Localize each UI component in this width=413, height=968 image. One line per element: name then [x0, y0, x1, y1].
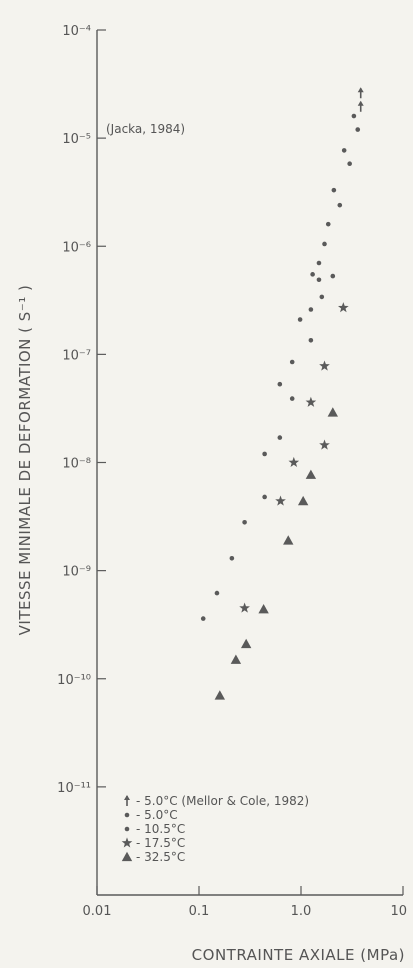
legend-marker [124, 826, 130, 832]
y-tick-label: 10⁻¹⁰ [57, 673, 91, 688]
data-point-dot [322, 241, 327, 247]
legend-marker [124, 812, 130, 818]
data-point-dot [277, 381, 283, 387]
data-point-triangle [305, 469, 317, 479]
y-tick-label: 10⁻⁷ [62, 348, 91, 363]
y-tick-label: 10⁻⁴ [62, 24, 91, 39]
data-point-dot [331, 187, 337, 193]
data-point-dot [229, 556, 235, 561]
data-point-dot [341, 148, 347, 153]
legend-label: - 32.5°C [136, 850, 185, 864]
data-point-dot [355, 127, 361, 132]
y-tick-label: 10⁻⁵ [62, 132, 91, 147]
data-point-dot [325, 221, 331, 227]
data-point-dot [214, 590, 220, 596]
data-point-dagger [357, 87, 364, 99]
y-tick-label: 10⁻⁹ [62, 565, 91, 580]
data-point-dot [289, 359, 295, 365]
data-point-dot [242, 519, 247, 525]
annotation-jacka: (Jacka, 1984) [106, 122, 185, 136]
data-point-triangle [327, 407, 338, 417]
data-point-star [305, 396, 317, 407]
data-point-dot [262, 494, 267, 500]
axes [96, 30, 403, 896]
data-point-dot [308, 307, 314, 312]
data-point-star [319, 360, 330, 371]
data-point-dot [262, 451, 267, 457]
data-point-triangle [214, 690, 226, 700]
ticks: 10⁻⁴ 10⁻⁵ 10⁻⁶ 10⁻⁷ 10⁻⁸ 10⁻⁹ 10⁻¹⁰ 10⁻¹¹ 0.01 0.… [57, 24, 407, 919]
data-point-dot [347, 161, 352, 167]
x-tick-label: 10 [390, 904, 407, 919]
data-point-dot [310, 272, 315, 277]
legend-label: - 5.0°C [136, 808, 178, 822]
legend-label: - 5.0°C (Mellor & Cole, 1982) [136, 794, 309, 808]
legend-marker [124, 795, 130, 806]
data-points [200, 87, 364, 700]
data-point-star [239, 602, 250, 613]
data-point-star [338, 302, 349, 313]
y-axis-title: VITESSE MINIMALE DE DEFORMATION ( S⁻¹ ) [16, 285, 34, 636]
x-tick-label: 0.01 [83, 904, 112, 919]
data-point-dot [277, 435, 283, 440]
y-tick-label: 10⁻⁶ [62, 240, 91, 255]
data-point-triangle [230, 654, 242, 664]
y-tick-label: 10⁻¹¹ [57, 781, 91, 796]
data-point-triangle [297, 495, 309, 506]
legend-label: - 10.5°C [136, 822, 185, 836]
legend: - 5.0°C (Mellor & Cole, 1982)- 5.0°C- 10… [121, 794, 309, 864]
data-point-dot [330, 273, 336, 279]
data-point-dot [319, 294, 325, 300]
data-point-triangle [258, 603, 269, 614]
data-point-dot [316, 277, 322, 283]
data-point-star [288, 456, 300, 468]
data-point-dot [289, 396, 295, 401]
data-point-dot [297, 317, 303, 322]
legend-marker [121, 837, 133, 848]
legend-label: - 17.5°C [136, 836, 185, 850]
data-point-dot [316, 260, 322, 266]
x-tick-label: 0.1 [189, 904, 210, 919]
legend-marker [121, 851, 133, 862]
data-point-dot [308, 337, 314, 343]
y-tick-label: 10⁻⁸ [62, 457, 91, 472]
data-point-dagger [357, 100, 364, 112]
data-point-triangle [240, 638, 252, 649]
data-point-star [319, 439, 330, 450]
data-point-dot [200, 616, 206, 621]
x-tick-label: 1.0 [291, 904, 312, 919]
data-point-dot [351, 113, 357, 119]
data-point-dot [337, 202, 343, 208]
x-axis-title: CONTRAINTE AXIALE (MPa) [192, 946, 405, 964]
data-point-star [275, 495, 286, 506]
data-point-triangle [283, 535, 294, 545]
